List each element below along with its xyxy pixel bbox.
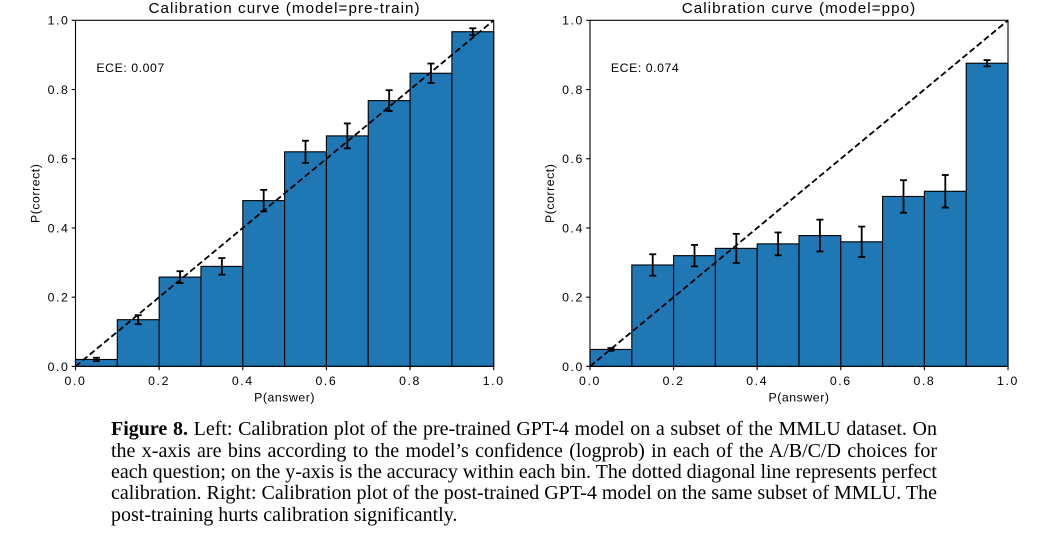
svg-text:0.8: 0.8 [562,83,584,97]
svg-text:P(correct): P(correct) [543,164,557,223]
svg-text:0.4: 0.4 [746,374,768,388]
svg-text:0.6: 0.6 [48,152,70,166]
svg-text:0.4: 0.4 [48,221,70,235]
svg-text:Calibration curve (model=ppo): Calibration curve (model=ppo) [682,0,917,17]
svg-text:0.0: 0.0 [562,360,584,374]
svg-text:0.2: 0.2 [562,291,584,305]
svg-text:Calibration curve (model=pre-t: Calibration curve (model=pre-train) [149,0,421,17]
svg-text:0.8: 0.8 [399,374,421,388]
svg-text:1.0: 1.0 [562,14,584,28]
svg-text:0.6: 0.6 [562,152,584,166]
svg-text:0.8: 0.8 [48,83,70,97]
svg-text:0.0: 0.0 [579,374,601,388]
svg-text:0.6: 0.6 [315,374,337,388]
svg-text:P(correct): P(correct) [29,164,43,223]
svg-text:0.2: 0.2 [48,291,70,305]
svg-text:0.2: 0.2 [148,374,170,388]
svg-text:1.0: 1.0 [997,374,1019,388]
svg-text:0.6: 0.6 [830,374,852,388]
svg-text:0.2: 0.2 [663,374,685,388]
svg-text:0.0: 0.0 [48,360,70,374]
svg-text:1.0: 1.0 [483,374,505,388]
svg-text:0.0: 0.0 [65,374,87,388]
svg-text:ECE: 0.074: ECE: 0.074 [611,61,679,75]
svg-text:1.0: 1.0 [48,14,70,28]
svg-text:P(answer): P(answer) [254,391,315,405]
svg-text:P(answer): P(answer) [769,391,830,405]
svg-text:ECE: 0.007: ECE: 0.007 [96,61,164,75]
svg-text:0.8: 0.8 [913,374,935,388]
svg-text:0.4: 0.4 [562,221,584,235]
svg-text:0.4: 0.4 [232,374,254,388]
